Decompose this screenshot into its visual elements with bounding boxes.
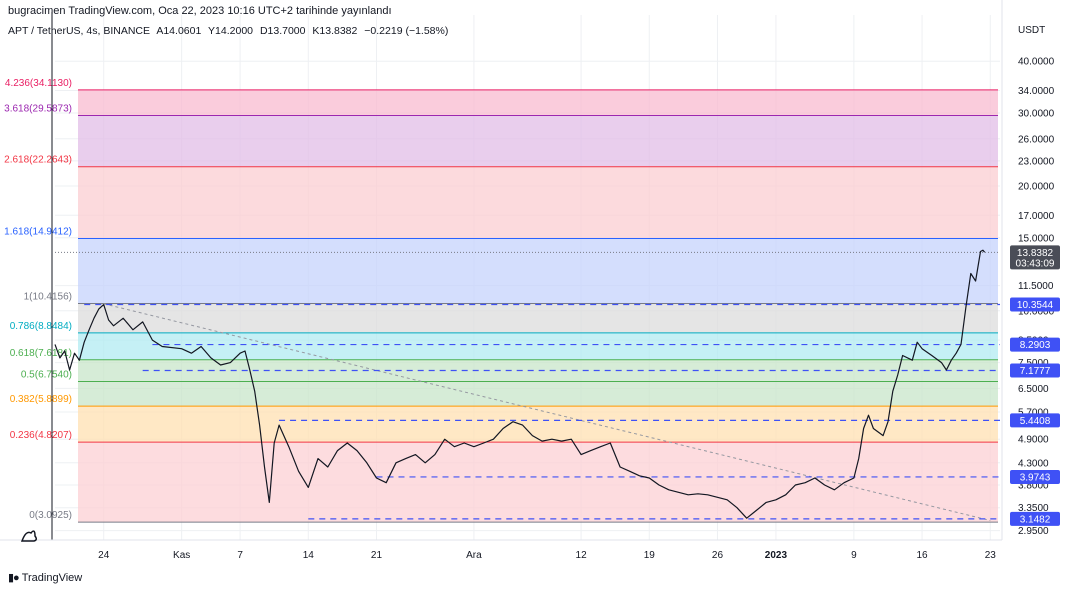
fib-level-label: 0.382(5.8899) <box>10 394 72 405</box>
y-tick-label: 40.0000 <box>1018 57 1055 68</box>
level-price-tag <box>1010 413 1060 428</box>
fib-zone <box>78 381 998 407</box>
ohlc-high: Y14.2000 <box>208 25 254 37</box>
y-tick-label: 5.7000 <box>1018 408 1049 419</box>
level-price-tag-text: 5.4408 <box>1020 416 1051 427</box>
ohlc-open: A14.0601 <box>156 25 202 37</box>
symbol-title[interactable]: APT / TetherUS, 4s, BINANCE <box>8 25 150 37</box>
level-price-tag-text: 7.1777 <box>1020 366 1051 377</box>
y-tick-label: 26.0000 <box>1018 134 1055 145</box>
x-tick-label: 19 <box>644 550 656 561</box>
level-price-tag <box>1010 297 1060 312</box>
y-tick-label: 20.0000 <box>1018 182 1055 193</box>
fib-zone <box>78 359 998 382</box>
y-tick-label: 10.0000 <box>1018 306 1055 317</box>
y-axis-unit: USDT <box>1018 25 1045 36</box>
level-price-tag <box>1010 469 1060 484</box>
fib-level-label: 0.236(4.8207) <box>10 430 72 441</box>
x-tick-label: 14 <box>303 550 315 561</box>
y-tick-label: 34.0000 <box>1018 86 1055 97</box>
fib-level-label: 1(10.4156) <box>24 291 72 302</box>
level-price-tag <box>1010 511 1060 526</box>
level-price-tag-text: 8.2903 <box>1020 340 1051 351</box>
last-price-tag <box>1010 245 1060 270</box>
fib-zone <box>78 166 998 239</box>
fib-level-label: 0.786(8.8484) <box>10 321 72 332</box>
y-tick-label: 4.3000 <box>1018 458 1049 469</box>
x-tick-label: 16 <box>916 550 928 561</box>
y-tick-label: 4.9000 <box>1018 435 1049 446</box>
tradingview-brand: TradingView <box>21 572 83 584</box>
dino-logo-icon <box>20 530 38 542</box>
fib-zone <box>78 406 998 443</box>
y-tick-label: 23.0000 <box>1018 156 1055 167</box>
y-tick-label: 3.8000 <box>1018 481 1049 492</box>
tradingview-logo[interactable]: ▮● TradingView <box>8 571 82 584</box>
fib-level-label: 0(3.0925) <box>29 510 72 521</box>
price-series <box>54 249 986 519</box>
y-tick-label: 17.0000 <box>1018 211 1055 222</box>
x-tick-label: 24 <box>98 550 110 561</box>
y-tick-label: 3.3500 <box>1018 503 1049 514</box>
trend-line <box>103 303 991 522</box>
fib-zone <box>78 115 998 167</box>
x-tick-label: 21 <box>371 550 383 561</box>
level-price-tag <box>1010 337 1060 352</box>
x-tick-label: 2023 <box>765 550 788 561</box>
fib-zone <box>78 238 998 304</box>
x-tick-label: 7 <box>237 550 243 561</box>
fib-zone <box>78 332 998 360</box>
x-tick-label: 26 <box>712 550 724 561</box>
tradingview-logo-icon: ▮● <box>8 572 20 584</box>
y-tick-label: 2.9500 <box>1018 526 1049 537</box>
ohlc-low: D13.7000 <box>259 25 306 37</box>
y-tick-label: 30.0000 <box>1018 109 1055 120</box>
level-price-tag-text: 10.3544 <box>1017 300 1054 311</box>
fib-level-label: 0.5(6.7540) <box>21 369 72 380</box>
fib-level-label: 3.618(29.5873) <box>4 103 72 114</box>
fib-level-label: 4.236(34.1130) <box>5 78 72 89</box>
x-tick-label: Ara <box>466 550 482 561</box>
fib-zone <box>78 303 998 333</box>
level-price-tag-text: 3.9743 <box>1020 472 1051 483</box>
level-price-tag-text: 3.1482 <box>1020 514 1051 525</box>
fib-level-label: 1.618(14.9412) <box>4 227 72 238</box>
last-price-tag-text: 13.8382 <box>1017 248 1054 259</box>
y-tick-label: 6.5000 <box>1018 384 1049 395</box>
fib-level-label: 0.618(7.6181) <box>10 348 72 359</box>
y-tick-label: 15.0000 <box>1018 233 1055 244</box>
y-tick-label: 11.5000 <box>1018 281 1054 292</box>
x-tick-label: 9 <box>851 550 857 561</box>
fib-level-label: 2.618(22.2643) <box>4 155 72 166</box>
x-tick-label: 23 <box>985 550 997 561</box>
x-tick-label: 12 <box>576 550 588 561</box>
bar-countdown-text: 03:43:09 <box>1016 258 1055 269</box>
price-change: −0.2219 (−1.58%) <box>364 25 449 37</box>
x-tick-label: Kas <box>173 550 190 561</box>
level-price-tag <box>1010 363 1060 378</box>
fib-zone <box>78 89 998 116</box>
publish-info: bugracimen TradingView.com, Oca 22, 2023… <box>8 5 392 17</box>
ohlc-close: K13.8382 <box>312 25 358 37</box>
symbol-legend: APT / TetherUS, 4s, BINANCE A14.0601 Y14… <box>8 25 452 37</box>
